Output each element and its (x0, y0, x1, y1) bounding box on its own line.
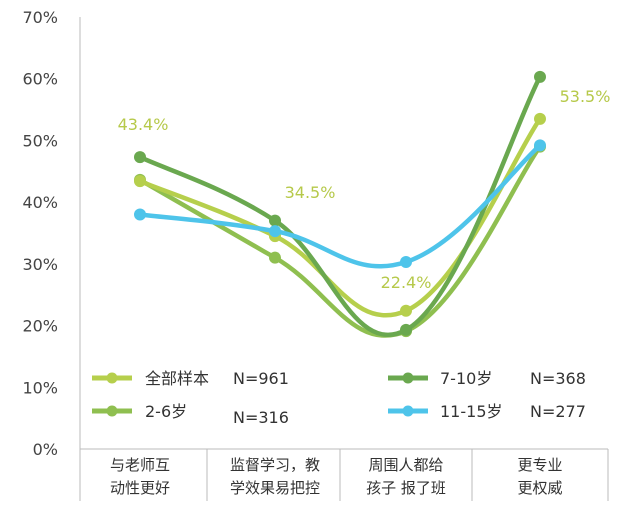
data-point (534, 112, 546, 125)
x-tick-label: 动性更好 (110, 479, 170, 497)
x-tick-label: 更专业 (517, 456, 562, 474)
legend-label: 11-15岁 (440, 402, 503, 421)
x-tick-label: 孩子 报了班 (366, 479, 446, 497)
x-tick-label: 学效果易把控 (230, 479, 320, 497)
legend-label: 7-10岁 (440, 369, 492, 388)
series-line-2 (137, 74, 543, 338)
data-label: 53.5% (560, 87, 611, 106)
legend-swatch-marker (402, 405, 414, 417)
series-line-1 (137, 144, 543, 338)
data-point (400, 323, 412, 336)
x-tick-label: 监督学习，教 (230, 456, 320, 474)
data-label: 22.4% (381, 273, 432, 292)
y-axis: 0% 10% 20% 30% 40% 50% 60% 70% (22, 8, 81, 459)
data-point (134, 208, 146, 221)
data-point (134, 175, 146, 188)
legend: 全部样本 N=961 2-6岁 N=316 7-10岁 N=368 11-15岁 N=277 (92, 369, 586, 427)
legend-label: 全部样本 (145, 369, 209, 388)
data-label: 43.4% (118, 115, 169, 134)
data-point (134, 151, 146, 164)
data-labels: 43.4% 34.5% 22.4% 53.5% (118, 87, 611, 292)
series-line-3 (137, 143, 543, 269)
data-point (534, 70, 546, 83)
y-tick-label: 40% (22, 193, 58, 212)
legend-swatch-marker (402, 372, 414, 384)
data-point (400, 256, 412, 269)
legend-label: 2-6岁 (145, 402, 187, 421)
y-tick-label: 10% (22, 378, 58, 397)
series-lines (134, 70, 546, 338)
series-line-0 (137, 116, 543, 318)
x-tick-label: 更权威 (517, 479, 562, 497)
x-tick-label: 周围人都给 (368, 456, 443, 474)
y-tick-label: 70% (22, 8, 58, 27)
legend-n-label: N=316 (233, 408, 289, 427)
x-tick-label: 与老师互 (110, 456, 170, 474)
legend-n-label: N=277 (530, 402, 586, 421)
legend-swatch-marker (106, 372, 118, 384)
y-tick-label: 50% (22, 131, 58, 150)
data-label: 34.5% (285, 183, 336, 202)
data-point (400, 304, 412, 317)
legend-n-label: N=961 (233, 369, 289, 388)
y-tick-label: 60% (22, 70, 58, 89)
y-tick-label: 20% (22, 317, 58, 336)
y-tick-label: 30% (22, 255, 58, 274)
data-point (269, 251, 281, 264)
y-tick-label: 0% (33, 440, 58, 459)
data-point (269, 214, 281, 227)
legend-swatch-marker (106, 405, 118, 417)
data-point (269, 225, 281, 238)
data-point (534, 139, 546, 152)
legend-n-label: N=368 (530, 369, 586, 388)
